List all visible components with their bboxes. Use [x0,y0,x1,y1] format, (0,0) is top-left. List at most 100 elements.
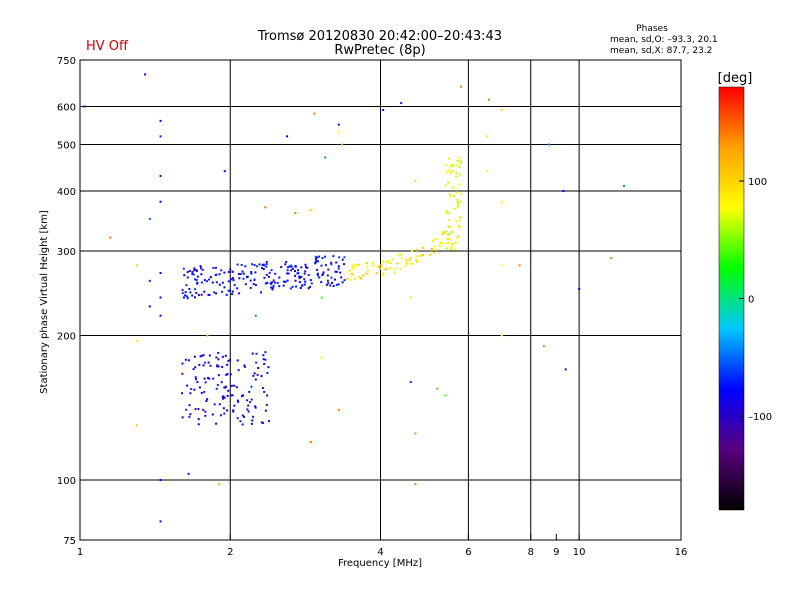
y-tick-label: 400 [57,187,76,198]
y-tick-label: 75 [63,536,76,547]
data-point [455,171,458,174]
data-point [500,334,503,337]
data-point [240,263,243,266]
x-axis-label: Frequency [MHz] [338,558,422,569]
data-point [227,389,230,392]
data-point [320,296,323,299]
data-point [254,378,257,381]
colorbar-tick-label: –100 [748,412,772,423]
data-point [391,258,394,261]
data-point [304,263,307,266]
data-point [330,281,333,284]
data-point [486,135,489,138]
data-point [421,254,424,257]
data-point [206,398,209,401]
data-point [192,368,195,371]
data-point [265,265,268,268]
data-point [280,266,283,269]
data-point [455,220,458,223]
x-tick-label: 2 [227,547,233,558]
data-point [451,163,454,166]
data-point [385,261,388,264]
data-point [384,268,387,271]
data-point [262,421,265,424]
data-point [238,277,241,280]
data-point [448,232,451,235]
data-point [455,236,458,239]
data-point [290,265,293,268]
data-point [447,242,450,245]
data-point [445,212,448,215]
phase-stats-o: mean, sd,O: –93.3, 20.1 [610,35,718,45]
data-point [393,271,396,274]
data-point [404,264,407,267]
data-point [251,263,254,266]
data-point [222,407,225,410]
data-point [83,105,86,108]
data-point [460,85,463,88]
data-point [209,276,212,279]
data-point [304,280,307,283]
data-point [227,270,230,273]
data-point [204,361,207,364]
data-point [262,267,265,270]
data-point [204,381,207,384]
data-point [447,218,450,221]
data-point [211,281,214,284]
data-point [185,284,188,287]
data-point [135,264,138,267]
data-point [430,248,433,251]
data-point [287,272,290,275]
data-point [144,73,147,76]
data-point [408,259,411,262]
data-point [337,283,340,286]
data-point [200,354,203,357]
data-point [448,195,451,198]
data-point [321,274,324,277]
data-point [212,377,215,380]
data-point [254,406,257,409]
data-point [181,362,184,365]
data-point [264,351,267,354]
data-point [188,415,191,418]
data-point [109,236,112,239]
data-point [231,292,234,295]
data-point [444,163,447,166]
data-point [294,270,297,273]
x-tick-label: 10 [573,547,586,558]
data-point [191,273,194,276]
data-point [135,339,138,342]
data-point [365,272,368,275]
data-point [375,272,378,275]
x-tick-label: 1 [77,547,83,558]
data-point [446,242,449,245]
data-point [208,354,211,357]
data-point [274,272,277,275]
data-point [260,421,263,424]
data-point [444,184,447,187]
data-point [265,260,268,263]
data-point [218,483,221,486]
data-point [428,253,431,256]
colorbar-ticks: 100 0 –100 [739,177,772,423]
data-point [458,165,461,168]
data-point [500,109,503,112]
data-point [250,385,253,388]
data-point [238,292,241,295]
data-point [249,401,252,404]
data-point [436,237,439,240]
data-point [200,273,203,276]
data-point [300,275,303,278]
data-point [197,293,200,296]
data-point [399,268,402,271]
data-point [322,272,325,275]
data-point [270,269,273,272]
data-point [296,272,299,275]
data-point [222,397,225,400]
data-point [230,384,233,387]
data-point [294,279,297,282]
data-point [237,400,240,403]
data-point [243,364,246,367]
y-axis-label: Stationary phase Virtual Height [km] [39,210,50,394]
data-point [159,520,162,523]
